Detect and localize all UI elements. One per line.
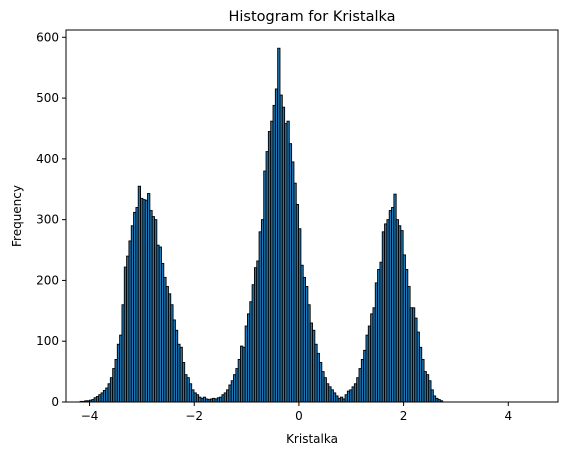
y-axis-ticks: 0 100 200 300 400 500 600	[36, 30, 66, 409]
x-tick-label: −2	[185, 409, 203, 423]
x-tick-label: 2	[400, 409, 408, 423]
y-tick-label: 600	[36, 30, 59, 44]
chart-title: Histogram for Kristalka	[228, 9, 395, 25]
y-tick-label: 100	[36, 334, 59, 348]
y-tick-label: 400	[36, 152, 59, 166]
x-tick-label: 0	[295, 409, 303, 423]
x-tick-label: 4	[504, 409, 512, 423]
y-axis-label: Frequency	[10, 185, 24, 247]
y-tick-label: 200	[36, 273, 59, 287]
y-tick-label: 300	[36, 213, 59, 227]
x-axis-ticks: −4 −2 0 2 4	[81, 402, 512, 423]
y-tick-label: 500	[36, 91, 59, 105]
y-tick-label: 0	[51, 395, 59, 409]
x-tick-label: −4	[81, 409, 99, 423]
plot-frame	[65, 29, 559, 403]
x-axis-label: Kristalka	[286, 432, 338, 446]
